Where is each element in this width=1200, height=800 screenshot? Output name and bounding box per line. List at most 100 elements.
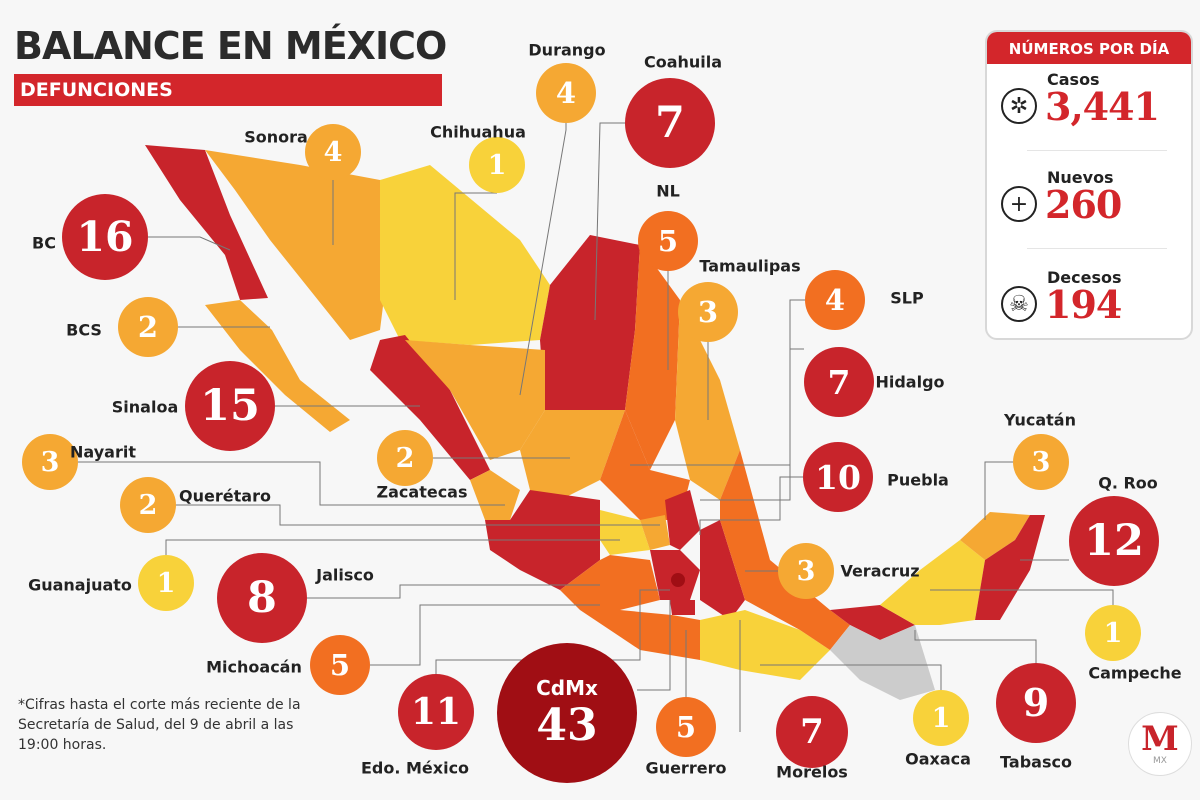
- region-campeche: [880, 540, 985, 625]
- death-count: 9: [1022, 680, 1050, 725]
- stat-deaths: ☠ Decesos 194: [997, 268, 1187, 338]
- bubble-chihuahua: 1: [469, 137, 525, 193]
- stat-value: 3,441: [1045, 84, 1160, 129]
- state-label-morelos: Morelos: [776, 762, 848, 782]
- logo-text: MX: [1153, 756, 1167, 766]
- region-coahuila: [540, 235, 640, 410]
- death-count: 4: [555, 75, 577, 110]
- state-label-queretaro: Querétaro: [179, 486, 271, 506]
- region-bcs: [205, 300, 350, 432]
- death-count: 10: [815, 457, 861, 497]
- logo-letter: M: [1141, 719, 1179, 759]
- region-tabasco: [830, 605, 915, 640]
- region-morelos: [670, 600, 695, 615]
- state-label-guerrero: Guerrero: [645, 758, 727, 778]
- death-count: 3: [796, 555, 816, 587]
- state-label-q-roo: Q. Roo: [1098, 473, 1158, 493]
- state-label-michoacan: Michoacán: [206, 657, 302, 677]
- death-count: 16: [76, 212, 134, 261]
- state-label-veracruz: Veracruz: [840, 561, 920, 581]
- bubble-hidalgo: 7: [804, 347, 874, 417]
- bubble-zacatecas: 2: [377, 430, 433, 486]
- death-count: 2: [137, 309, 159, 344]
- divider: [1027, 248, 1167, 249]
- bubble-coahuila: 7: [625, 78, 715, 168]
- region-chiapas: [830, 625, 935, 700]
- death-count: 1: [931, 702, 951, 734]
- bubble-nayarit: 3: [22, 434, 78, 490]
- region-nl: [625, 245, 680, 470]
- bubble-guerrero: 5: [656, 697, 716, 757]
- subtitle-bar: DEFUNCIONES: [14, 74, 442, 106]
- state-label-yucatan: Yucatán: [1004, 410, 1076, 430]
- state-label-bcs: BCS: [66, 320, 102, 340]
- region-yucatan: [960, 512, 1030, 560]
- bubble-durango: 4: [536, 63, 596, 123]
- death-count: 3: [1031, 446, 1051, 478]
- skull-icon: ☠: [1001, 286, 1037, 322]
- bubble-yucatan: 3: [1013, 434, 1069, 490]
- death-count: 4: [824, 282, 846, 317]
- bubble-cdmx: CdMx 43: [497, 643, 637, 783]
- region-cdmx: [671, 573, 685, 587]
- bubble-sinaloa: 15: [185, 361, 275, 451]
- stat-label: Nuevos: [1047, 168, 1114, 187]
- bubble-queretaro: 2: [120, 477, 176, 533]
- state-label-slp: SLP: [890, 288, 924, 308]
- region-qroo: [975, 515, 1045, 620]
- death-count: 1: [487, 149, 507, 181]
- bubble-campeche: 1: [1085, 605, 1141, 661]
- region-puebla: [700, 520, 745, 620]
- stat-value: 194: [1045, 282, 1122, 327]
- stat-label: Decesos: [1047, 268, 1122, 287]
- region-queretaro: [640, 515, 670, 550]
- bubble-tabasco: 9: [996, 663, 1076, 743]
- death-count: 8: [247, 572, 277, 623]
- state-label-nayarit: Nayarit: [70, 442, 136, 462]
- plus-circle-icon: +: [1001, 186, 1037, 222]
- death-count: 4: [323, 136, 343, 168]
- bubble-q-roo: 12: [1069, 496, 1159, 586]
- bubble-tamaulipas: 3: [678, 282, 738, 342]
- footnote: *Cifras hasta el corte más reciente de l…: [18, 697, 301, 753]
- death-count: 2: [395, 442, 415, 474]
- bubble-slp: 4: [805, 270, 865, 330]
- milenio-logo: M MX: [1128, 712, 1192, 776]
- divider: [1027, 150, 1167, 151]
- death-count: 3: [40, 446, 60, 478]
- region-sonora: [205, 150, 390, 340]
- stat-new: + Nuevos 260: [997, 168, 1187, 238]
- state-label-durango: Durango: [528, 40, 606, 60]
- death-count: 5: [657, 223, 679, 258]
- state-name: CdMx: [536, 676, 598, 700]
- stat-label: Casos: [1047, 70, 1100, 89]
- region-oaxaca: [700, 610, 830, 680]
- state-label-hidalgo: Hidalgo: [875, 372, 945, 392]
- bubble-bcs: 2: [118, 297, 178, 357]
- daily-numbers-panel: NÚMEROS POR DÍA ✲ Casos 3,441 + Nuevos 2…: [985, 30, 1193, 340]
- region-bc: [145, 145, 268, 300]
- region-nayarit: [470, 470, 520, 520]
- bubble-puebla: 10: [803, 442, 873, 512]
- state-label-chihuahua: Chihuahua: [430, 122, 526, 142]
- death-count: 15: [200, 380, 260, 431]
- title-light: BALANCE EN: [14, 24, 285, 68]
- death-count: 5: [329, 647, 351, 682]
- state-label-bc: BC: [32, 233, 56, 253]
- region-hidalgo: [665, 490, 700, 550]
- death-count: 7: [655, 97, 685, 148]
- death-count: 3: [697, 294, 719, 329]
- death-count: 5: [675, 709, 697, 744]
- bubble-edo-mexico: 11: [398, 674, 474, 750]
- death-count: 2: [138, 489, 158, 521]
- virus-icon: ✲: [1001, 88, 1037, 124]
- bubble-veracruz: 3: [778, 543, 834, 599]
- stat-value: 260: [1045, 182, 1122, 227]
- death-count: 1: [1103, 617, 1123, 649]
- bubble-bc: 16: [62, 194, 148, 280]
- state-label-puebla: Puebla: [887, 470, 949, 490]
- bubble-michoacan: 5: [310, 635, 370, 695]
- state-label-tabasco: Tabasco: [1000, 752, 1072, 772]
- title-bold: MÉXICO: [284, 24, 447, 68]
- state-label-jalisco: Jalisco: [316, 565, 374, 585]
